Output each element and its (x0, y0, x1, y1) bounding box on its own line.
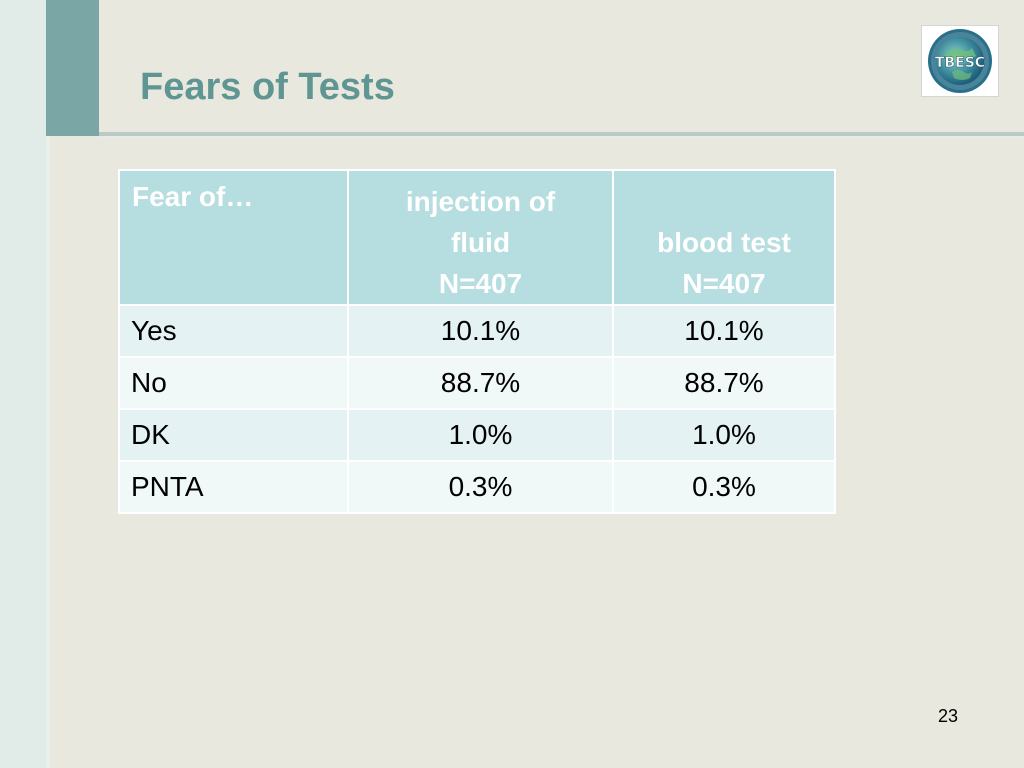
row-label: No (118, 358, 349, 410)
blood-test-value: 88.7% (614, 358, 836, 410)
header-injection-of-fluid: injection of fluid N=407 (349, 169, 614, 306)
table-row: DK 1.0% 1.0% (118, 410, 836, 462)
logo-text: TBESC (935, 55, 985, 71)
title-divider-highlight (99, 136, 1024, 138)
injection-value: 0.3% (349, 462, 614, 514)
page-number: 23 (938, 706, 959, 726)
header-line: N=407 (438, 268, 523, 299)
table-row: No 88.7% 88.7% (118, 358, 836, 410)
header-line: injection of (405, 186, 556, 217)
globe-logo-icon: TBESC (928, 29, 992, 93)
header-line: N=407 (682, 268, 766, 299)
slide-title: Fears of Tests (140, 66, 395, 108)
row-label: PNTA (118, 462, 349, 514)
header-blood-test: blood test N=407 (614, 169, 836, 306)
blood-test-value: 10.1% (614, 306, 836, 358)
header-fear-of: Fear of… (118, 169, 349, 306)
blood-test-value: 1.0% (614, 410, 836, 462)
injection-value: 1.0% (349, 410, 614, 462)
injection-value: 88.7% (349, 358, 614, 410)
table-header-row: Fear of… injection of fluid N=407 blood … (118, 169, 836, 306)
injection-value: 10.1% (349, 306, 614, 358)
fears-table: Fear of… injection of fluid N=407 blood … (118, 169, 836, 514)
header-line: fluid (450, 227, 511, 258)
row-label: Yes (118, 306, 349, 358)
table-row: PNTA 0.3% 0.3% (118, 462, 836, 514)
title-bar (46, 0, 1024, 136)
blood-test-value: 0.3% (614, 462, 836, 514)
title-accent-bar (46, 0, 99, 136)
row-label: DK (118, 410, 349, 462)
left-decorative-strip (0, 0, 46, 768)
left-strip-edge (46, 0, 50, 768)
title-divider (99, 132, 1024, 136)
header-line: blood test (657, 227, 791, 258)
table-row: Yes 10.1% 10.1% (118, 306, 836, 358)
tbesc-logo: TBESC (921, 25, 999, 97)
